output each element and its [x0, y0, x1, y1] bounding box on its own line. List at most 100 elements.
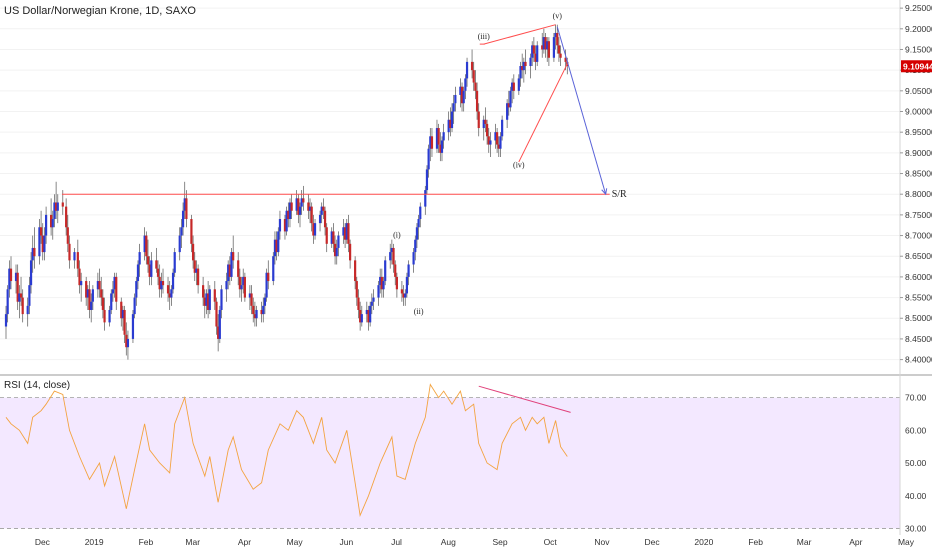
candle-body — [33, 247, 36, 257]
candle-body — [394, 264, 397, 277]
candle-body — [18, 293, 21, 302]
price-tick-label: 9.05000 — [905, 86, 932, 96]
candle-body — [205, 293, 208, 306]
candle-body — [532, 45, 535, 54]
candle-body — [287, 210, 290, 220]
candle-body — [425, 169, 429, 191]
candle-body — [197, 268, 200, 286]
candle-body — [131, 314, 135, 339]
candle-body — [225, 281, 228, 290]
candle-body — [470, 61, 474, 71]
wave-label: (iv) — [513, 160, 525, 169]
candle-body — [332, 231, 335, 244]
candle-body — [360, 314, 363, 323]
candle-body — [267, 272, 270, 282]
candle-body — [252, 305, 255, 315]
candle-body — [4, 314, 8, 327]
candle-body — [427, 148, 430, 170]
candle-body — [148, 264, 151, 277]
candle-body — [263, 297, 267, 306]
candle-body — [178, 235, 181, 253]
candle-body — [240, 285, 243, 290]
candle-body — [369, 305, 372, 323]
candle-body — [380, 276, 383, 290]
time-tick-label: Aug — [441, 537, 456, 547]
rsi-tick-label: 70.00 — [905, 393, 927, 403]
candle-body — [8, 268, 11, 290]
candle-body — [55, 202, 58, 211]
price-tick-label: 8.85000 — [905, 169, 932, 179]
time-tick-label: Sep — [493, 537, 508, 547]
candle-body — [238, 276, 241, 290]
candle-body — [113, 276, 116, 290]
candle-body — [333, 243, 337, 257]
candle-body — [335, 247, 338, 257]
candle-body — [19, 293, 23, 298]
candle-body — [522, 61, 525, 71]
candle-body — [460, 86, 464, 104]
candle-body — [370, 301, 373, 306]
candle-body — [496, 132, 499, 145]
candle-body — [524, 61, 527, 67]
price-tick-label: 9.20000 — [905, 24, 932, 34]
candle-body — [355, 281, 358, 298]
candle-body — [307, 202, 310, 211]
candle-body — [475, 90, 479, 112]
candle-body — [337, 235, 340, 248]
candle-body — [103, 309, 106, 323]
time-tick-label: Feb — [748, 537, 763, 547]
candle-body — [395, 276, 398, 290]
candle-body — [501, 119, 504, 137]
candle-body — [166, 285, 170, 294]
candle-body — [228, 264, 231, 277]
candle-body — [302, 198, 305, 203]
candle-body — [90, 301, 93, 310]
candle-body — [237, 260, 240, 277]
candle-body — [195, 268, 198, 273]
candle-body — [29, 260, 33, 286]
candle-body — [439, 144, 442, 153]
candle-body — [541, 45, 544, 50]
candle-body — [318, 214, 322, 224]
candle-body — [285, 210, 288, 232]
candle-body — [440, 140, 444, 153]
rsi-tick-label: 60.00 — [905, 425, 927, 435]
candle-body — [402, 293, 405, 298]
candle-body — [298, 206, 302, 215]
projection-arrowhead — [601, 188, 608, 196]
rsi-title: RSI (14, close) — [4, 380, 71, 391]
candle-body — [227, 264, 230, 282]
time-tick-label: Mar — [797, 537, 812, 547]
candle-body — [377, 285, 380, 298]
candle-body — [556, 32, 559, 46]
candle-body — [499, 136, 502, 149]
price-tick-label: 8.90000 — [905, 148, 932, 158]
candle-body — [78, 268, 81, 286]
candle-body — [308, 206, 312, 211]
time-tick-label: 2019 — [85, 537, 104, 547]
candle-body — [136, 264, 140, 282]
candle-body — [85, 281, 88, 298]
wave-label: (v) — [553, 11, 563, 20]
candle-body — [325, 227, 328, 244]
candle-body — [145, 235, 148, 257]
price-tick-label: 8.70000 — [905, 231, 932, 241]
candle-body — [80, 281, 83, 286]
chart-title: US Dollar/Norwegian Krone, 1D, SAXO — [4, 5, 196, 17]
candle-body — [250, 293, 253, 306]
candle-body — [415, 227, 419, 240]
time-axis: Dec 2019 Feb Mar Apr May Jun Jul Aug Sep Oct Nov Dec… — [35, 537, 915, 547]
candle-body — [50, 214, 53, 228]
time-tick-label: Jun — [340, 537, 354, 547]
candle-body — [155, 260, 158, 269]
rsi-axis: 70.00 60.00 50.00 40.00 30.00 — [905, 393, 927, 534]
candle-body — [465, 61, 469, 79]
candle-body — [449, 119, 452, 129]
candle-body — [414, 239, 417, 253]
candle-body — [73, 252, 76, 261]
candle-body — [494, 132, 497, 141]
candle-body — [217, 326, 220, 339]
candle-body — [68, 243, 71, 261]
sr-label: S/R — [612, 189, 627, 200]
